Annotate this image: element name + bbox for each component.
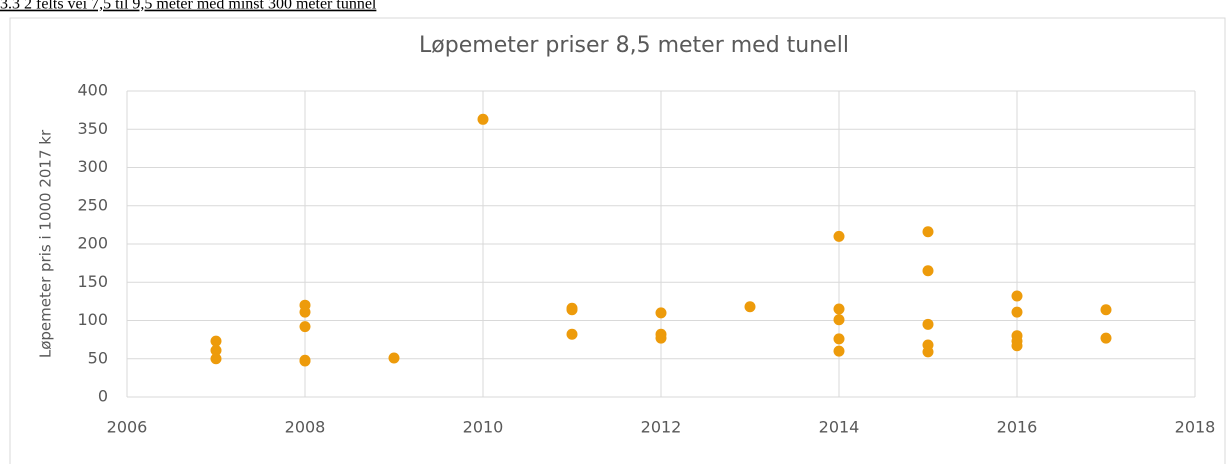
point: [388, 352, 400, 364]
x-tick-label: 2006: [107, 418, 148, 437]
chart-title: Løpemeter priser 8,5 meter med tunell: [419, 33, 849, 58]
y-tick-label: 150: [77, 272, 108, 291]
point: [1011, 306, 1023, 318]
point: [1100, 332, 1112, 344]
y-axis-label: Løpemeter pris i 1000 2017 kr: [37, 129, 55, 358]
point: [833, 345, 845, 357]
y-tick-label: 350: [77, 119, 108, 138]
point: [744, 301, 756, 313]
y-tick-label: 100: [77, 310, 108, 329]
point: [833, 303, 845, 315]
y-tick-label: 400: [77, 81, 108, 100]
point: [299, 306, 311, 318]
x-tick-label: 2010: [463, 418, 504, 437]
point: [566, 304, 578, 316]
x-tick-label: 2016: [997, 418, 1038, 437]
y-tick-label: 50: [88, 348, 108, 367]
point: [655, 307, 667, 319]
y-tick-label: 0: [98, 387, 108, 406]
x-tick-label: 2018: [1175, 418, 1216, 437]
y-tick-label: 200: [77, 234, 108, 253]
point: [477, 113, 489, 125]
point: [299, 321, 311, 333]
point: [922, 318, 934, 330]
y-tick-label: 300: [77, 157, 108, 176]
point: [210, 353, 222, 365]
point: [1100, 304, 1112, 316]
point: [833, 230, 845, 242]
chart-frame: [9, 17, 1226, 464]
x-tick-label: 2008: [285, 418, 326, 437]
section-heading: 3.3 2 felts vei 7,5 til 9,5 meter med mi…: [0, 0, 377, 13]
y-tick-label: 250: [77, 195, 108, 214]
point: [566, 328, 578, 340]
point: [210, 344, 222, 356]
point: [833, 333, 845, 345]
point: [922, 226, 934, 238]
x-tick-label: 2012: [641, 418, 682, 437]
point: [299, 355, 311, 367]
point: [655, 332, 667, 344]
point: [922, 265, 934, 277]
point: [833, 314, 845, 326]
point: [922, 346, 934, 358]
x-tick-label: 2014: [819, 418, 860, 437]
point: [1011, 290, 1023, 302]
point: [210, 335, 222, 347]
point: [1011, 340, 1023, 352]
